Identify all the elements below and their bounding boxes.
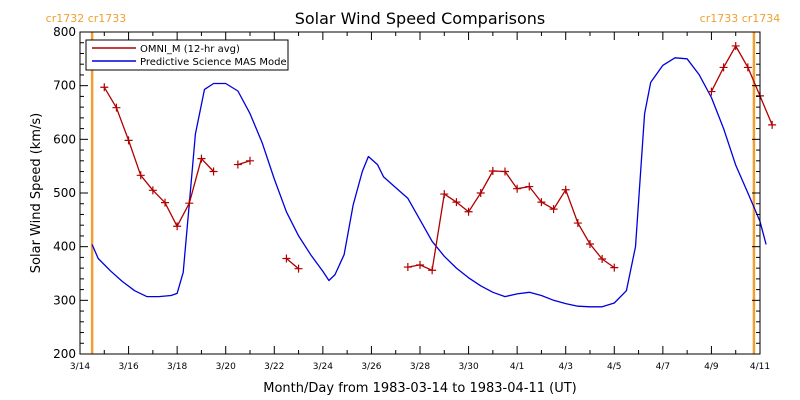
omni-data-point: [549, 205, 558, 214]
y-tick-label: 300: [53, 293, 76, 307]
omni-data-point: [209, 167, 218, 176]
x-tick-label: 3/28: [410, 362, 430, 372]
x-tick-label: 3/16: [118, 362, 138, 372]
carrington-marker-label-right: cr1733 cr1734: [700, 12, 781, 25]
omni-data-point: [501, 167, 509, 176]
y-tick-label: 500: [53, 186, 76, 200]
omni-data-point: [403, 263, 412, 272]
omni-data-point: [768, 120, 777, 129]
omni-data-point: [610, 263, 619, 272]
omni-data-point: [743, 63, 752, 72]
omni-data-point: [112, 103, 121, 112]
omni-data-point: [464, 207, 473, 216]
omni-data-point: [148, 186, 157, 195]
y-axis-label: Solar Wind Speed (km/s): [29, 113, 44, 273]
omni-data-point: [513, 184, 522, 193]
x-tick-label: 3/18: [167, 362, 187, 372]
omni-data-point: [476, 189, 485, 197]
series-line-omni-segment: [103, 86, 215, 227]
x-tick-label: 3/26: [361, 362, 381, 372]
omni-data-point: [440, 190, 449, 199]
omni-data-point: [561, 185, 570, 194]
omni-data-point: [246, 156, 254, 165]
legend-label-mas: Predictive Science MAS Model: [140, 57, 289, 68]
x-tick-label: 4/1: [510, 362, 524, 372]
legend: OMNI_M (12-hr avg) Predictive Science MA…: [85, 39, 289, 71]
x-tick-label: 4/11: [750, 362, 770, 372]
omni-data-point: [731, 41, 740, 50]
x-axis: 3/14 3/16 3/18 3/20 3/22 3/24 3/26 3/28 3/30 4/1 4…: [70, 32, 770, 372]
omni-data-point: [488, 166, 497, 175]
legend-label-omni: OMNI_M (12-hr avg): [140, 44, 240, 55]
series-layer: [91, 41, 777, 308]
omni-data-point: [719, 63, 728, 72]
x-tick-label: 4/9: [704, 362, 719, 372]
x-tick-label: 3/24: [313, 362, 333, 372]
omni-data-point: [294, 264, 303, 273]
y-tick-label: 600: [53, 132, 76, 146]
omni-data-point: [598, 255, 607, 264]
y-tick-label: 400: [53, 240, 76, 254]
x-tick-label: 4/3: [558, 362, 572, 372]
x-tick-label: 4/5: [607, 362, 621, 372]
x-tick-label: 3/20: [216, 362, 236, 372]
y-axis: 200 300 400 500 600 700 800: [53, 25, 760, 361]
omni-data-point: [416, 260, 424, 269]
series-line-omni-segment: [710, 45, 773, 126]
omni-data-point: [428, 266, 437, 275]
omni-data-point: [185, 199, 194, 208]
legend-box: [85, 39, 289, 71]
omni-data-point: [282, 254, 291, 263]
omni-data-point: [173, 222, 182, 231]
y-tick-label: 200: [53, 347, 76, 361]
series-line-mas-model: [91, 57, 767, 308]
omni-data-point: [197, 154, 206, 163]
omni-data-point: [161, 198, 169, 207]
chart-title: Solar Wind Speed Comparisons: [295, 9, 546, 28]
omni-data-point: [100, 83, 109, 92]
series-line-omni-segment: [407, 170, 615, 271]
omni-data-point: [525, 182, 534, 191]
omni-data-point: [707, 87, 716, 96]
omni-data-point: [573, 219, 582, 228]
omni-data-point: [452, 198, 461, 207]
x-tick-label: 3/22: [264, 362, 284, 372]
omni-data-point: [124, 136, 133, 145]
y-tick-label: 800: [53, 25, 76, 39]
omni-data-point: [537, 198, 546, 207]
y-tick-label: 700: [53, 79, 76, 93]
x-tick-label: 3/14: [70, 362, 90, 372]
omni-data-point: [136, 171, 145, 180]
series-line-omni-segment: [285, 258, 300, 270]
x-tick-label: 4/7: [656, 362, 670, 372]
carrington-marker-label-left: cr1732 cr1733: [46, 12, 127, 25]
omni-data-point: [586, 239, 594, 248]
x-tick-label: 3/30: [458, 362, 478, 372]
omni-data-point: [233, 160, 242, 169]
x-axis-label: Month/Day from 1983-03-14 to 1983-04-11 …: [263, 381, 576, 396]
